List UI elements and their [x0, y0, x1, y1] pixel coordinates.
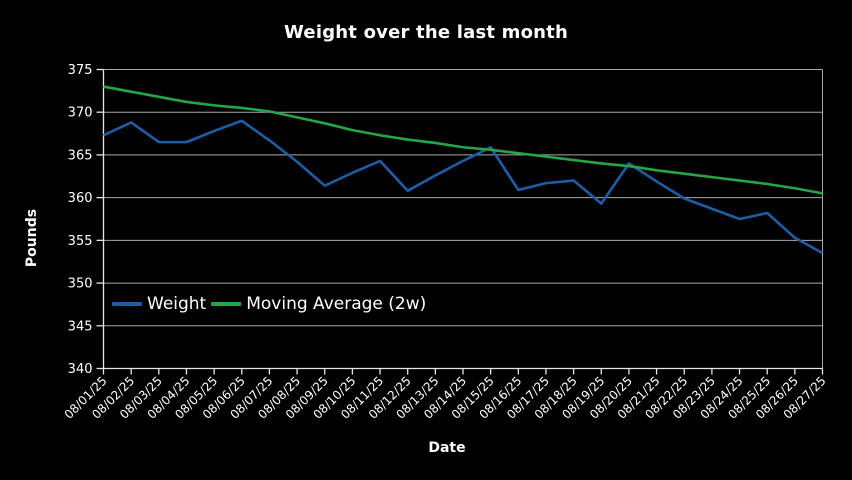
x-axis-title: Date: [428, 440, 466, 456]
y-tick-label: 355: [68, 234, 93, 249]
y-tick-label: 365: [68, 148, 93, 163]
y-tick-label: 370: [68, 106, 93, 121]
series-line-weight: [102, 119, 824, 255]
weight-series-swatch: [112, 302, 142, 306]
y-tick-label: 360: [68, 191, 93, 206]
y-tick-label: 345: [68, 319, 93, 334]
chart-title: Weight over the last month: [284, 22, 568, 43]
moving-average-series-swatch: [211, 302, 242, 306]
legend-label-weight: Weight: [147, 294, 207, 314]
y-tick-label: 350: [68, 277, 93, 292]
legend-label-moving-average: Moving Average (2w): [246, 294, 427, 314]
y-tick-label: 340: [68, 362, 93, 377]
legend: Weight Moving Average (2w): [112, 293, 426, 315]
series-line-moving-average-2w-: [103, 85, 823, 195]
y-tick-label: 375: [68, 63, 93, 78]
